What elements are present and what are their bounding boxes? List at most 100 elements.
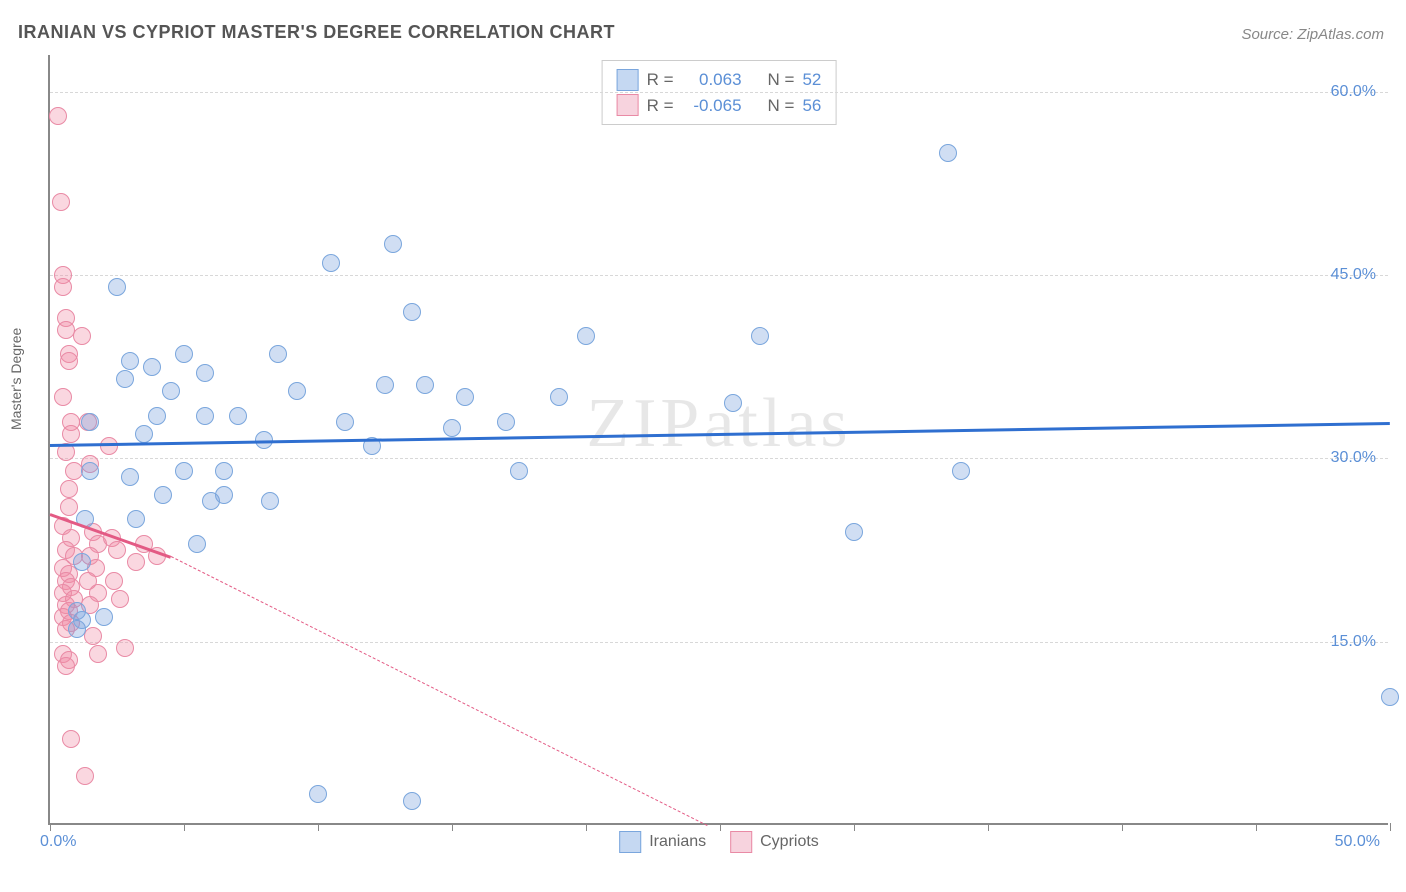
data-point (62, 730, 80, 748)
r-label: R = (647, 93, 674, 119)
r-value: -0.065 (682, 93, 742, 119)
data-point (73, 553, 91, 571)
data-point (121, 468, 139, 486)
x-tick (854, 823, 855, 831)
data-point (376, 376, 394, 394)
data-point (84, 627, 102, 645)
legend-item: Cypriots (730, 831, 819, 853)
data-point (121, 352, 139, 370)
stats-row: R = -0.065 N = 56 (617, 93, 822, 119)
r-value: 0.063 (682, 67, 742, 93)
plot-area: ZIPatlas R =0.063N =52R =-0.065N =56 0.0… (48, 55, 1388, 825)
data-point (443, 419, 461, 437)
data-point (111, 590, 129, 608)
data-point (116, 639, 134, 657)
data-point (105, 572, 123, 590)
data-point (81, 462, 99, 480)
x-tick (50, 823, 51, 831)
x-tick (988, 823, 989, 831)
legend-label: Iranians (649, 833, 706, 851)
data-point (215, 486, 233, 504)
x-tick (1122, 823, 1123, 831)
data-point (196, 407, 214, 425)
legend-swatch (617, 69, 639, 91)
data-point (175, 462, 193, 480)
data-point (229, 407, 247, 425)
data-point (57, 657, 75, 675)
data-point (845, 523, 863, 541)
r-label: R = (647, 67, 674, 93)
data-point (162, 382, 180, 400)
gridline (50, 275, 1388, 276)
data-point (456, 388, 474, 406)
trend-line (50, 422, 1390, 447)
x-axis-min-label: 0.0% (40, 833, 76, 851)
x-axis-max-label: 50.0% (1335, 833, 1380, 851)
x-tick (586, 823, 587, 831)
n-label: N = (768, 67, 795, 93)
data-point (148, 407, 166, 425)
gridline (50, 92, 1388, 93)
data-point (76, 767, 94, 785)
x-tick (184, 823, 185, 831)
data-point (416, 376, 434, 394)
n-value: 56 (802, 93, 821, 119)
data-point (143, 358, 161, 376)
data-point (550, 388, 568, 406)
n-value: 52 (802, 67, 821, 93)
data-point (127, 553, 145, 571)
x-tick (1256, 823, 1257, 831)
data-point (751, 327, 769, 345)
data-point (73, 611, 91, 629)
data-point (108, 541, 126, 559)
x-tick (1390, 823, 1391, 831)
data-point (49, 107, 67, 125)
data-point (73, 327, 91, 345)
x-tick (318, 823, 319, 831)
data-point (510, 462, 528, 480)
data-point (322, 254, 340, 272)
data-point (188, 535, 206, 553)
y-tick-label: 30.0% (1331, 449, 1376, 467)
y-tick-label: 45.0% (1331, 266, 1376, 284)
data-point (135, 425, 153, 443)
data-point (81, 413, 99, 431)
legend-swatch (619, 831, 641, 853)
legend-label: Cypriots (760, 833, 819, 851)
data-point (89, 645, 107, 663)
data-point (127, 510, 145, 528)
data-point (60, 498, 78, 516)
watermark: ZIPatlas (586, 384, 851, 464)
data-point (62, 425, 80, 443)
data-point (175, 345, 193, 363)
data-point (577, 327, 595, 345)
data-point (60, 480, 78, 498)
gridline (50, 642, 1388, 643)
data-point (95, 608, 113, 626)
n-label: N = (768, 93, 795, 119)
data-point (215, 462, 233, 480)
chart-container: IRANIAN VS CYPRIOT MASTER'S DEGREE CORRE… (0, 0, 1406, 892)
data-point (154, 486, 172, 504)
data-point (196, 364, 214, 382)
data-point (384, 235, 402, 253)
data-point (952, 462, 970, 480)
data-point (261, 492, 279, 510)
x-tick (720, 823, 721, 831)
y-tick-label: 60.0% (1331, 83, 1376, 101)
gridline (50, 458, 1388, 459)
data-point (724, 394, 742, 412)
data-point (403, 792, 421, 810)
data-point (1381, 688, 1399, 706)
trend-line-dashed (170, 556, 706, 826)
data-point (108, 278, 126, 296)
data-point (939, 144, 957, 162)
data-point (269, 345, 287, 363)
y-axis-label: Master's Degree (8, 328, 24, 430)
data-point (116, 370, 134, 388)
source-label: Source: ZipAtlas.com (1241, 26, 1384, 43)
y-tick-label: 15.0% (1331, 633, 1376, 651)
data-point (54, 278, 72, 296)
data-point (60, 352, 78, 370)
data-point (54, 388, 72, 406)
